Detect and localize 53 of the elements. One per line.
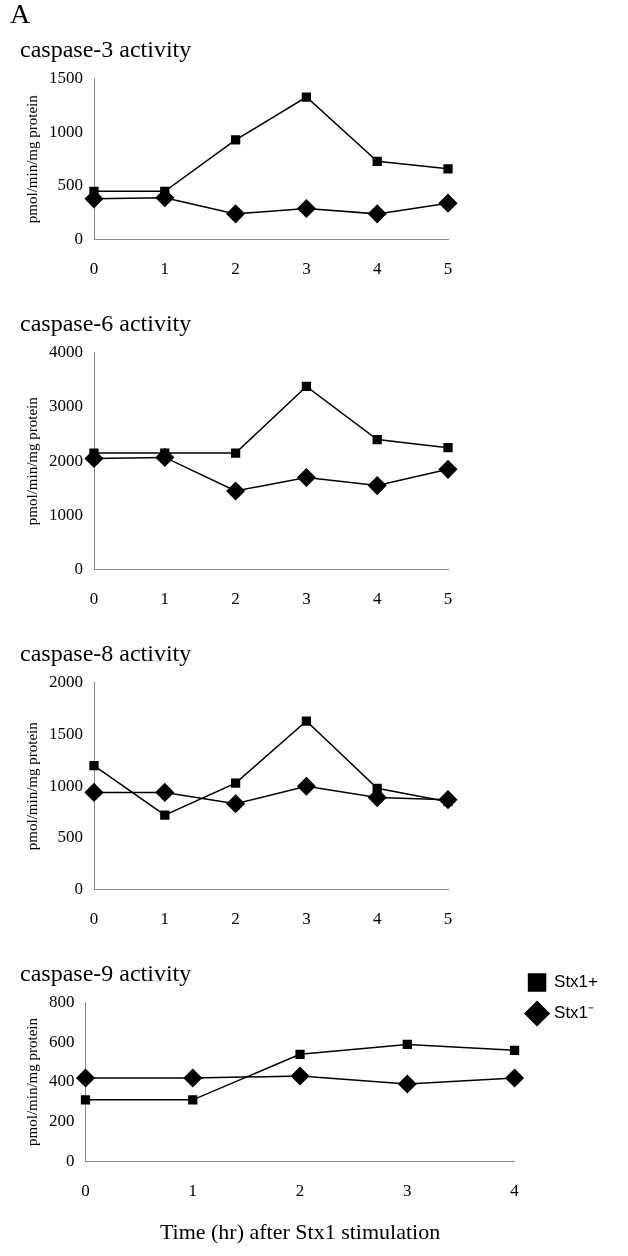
chart-title: caspase-3 activity — [20, 35, 192, 62]
x-tick-label: 2 — [231, 259, 240, 279]
x-tick-label: 3 — [302, 259, 311, 279]
y-axis-title: pmol/min/mg protein — [23, 396, 40, 526]
y-tick-label: 2000 — [49, 672, 83, 692]
x-tick-label: 0 — [89, 589, 99, 609]
y-tick-label: 0 — [74, 559, 83, 579]
x-tick-label: 5 — [443, 589, 453, 609]
y-tick-label: 200 — [49, 1111, 75, 1131]
y-tick-label: 1500 — [49, 68, 83, 88]
chart-title: caspase-8 activity — [20, 639, 192, 666]
y-tick-label: 500 — [57, 827, 83, 847]
x-tick-label: 3 — [302, 589, 311, 609]
x-tick-label: 0 — [89, 259, 99, 279]
x-tick-label: 4 — [510, 1180, 520, 1200]
y-tick-label: 500 — [57, 175, 83, 195]
legend-label: Stx1+ — [554, 972, 599, 992]
x-tick-label: 1 — [160, 909, 170, 929]
x-tick-label: 2 — [231, 589, 240, 609]
x-tick-label: 4 — [372, 589, 382, 609]
y-tick-label: 0 — [66, 1150, 75, 1170]
x-tick-label: 5 — [443, 259, 453, 279]
chart-title: caspase-9 activity — [20, 959, 192, 986]
y-tick-label: 1000 — [49, 504, 83, 524]
x-tick-label: 0 — [89, 909, 99, 929]
x-tick-label: 1 — [188, 1180, 198, 1200]
x-tick-label: 4 — [372, 259, 382, 279]
y-tick-label: 800 — [49, 992, 75, 1012]
y-axis-title: pmol/min/mg protein — [23, 1017, 40, 1146]
x-tick-label: 2 — [295, 1180, 305, 1200]
x-axis-title: Time (hr) after Stx1 stimulation — [159, 1218, 441, 1244]
x-tick-label: 5 — [443, 909, 453, 929]
y-tick-label: 400 — [49, 1071, 75, 1091]
x-tick-label: 3 — [302, 909, 311, 929]
legend-label: Stx1⁻ — [554, 1003, 595, 1023]
x-tick-label: 1 — [160, 589, 170, 609]
y-tick-label: 3000 — [49, 396, 83, 416]
y-axis-title: pmol/min/mg protein — [23, 94, 40, 224]
x-tick-label: 2 — [231, 909, 240, 929]
x-tick-label: 4 — [372, 909, 382, 929]
y-axis-title: pmol/min/mg protein — [23, 721, 40, 851]
x-tick-label: 1 — [160, 259, 170, 279]
y-tick-label: 2000 — [49, 450, 83, 470]
y-tick-label: 1500 — [49, 723, 83, 743]
y-tick-label: 0 — [74, 879, 83, 899]
x-tick-label: 3 — [403, 1180, 412, 1200]
y-tick-label: 4000 — [49, 342, 83, 362]
y-tick-label: 600 — [49, 1031, 75, 1051]
y-tick-label: 1000 — [49, 775, 83, 795]
y-tick-label: 1000 — [49, 121, 83, 141]
y-tick-label: 0 — [74, 229, 83, 249]
text: A — [10, 0, 31, 30]
chart-title: caspase-6 activity — [20, 309, 192, 336]
